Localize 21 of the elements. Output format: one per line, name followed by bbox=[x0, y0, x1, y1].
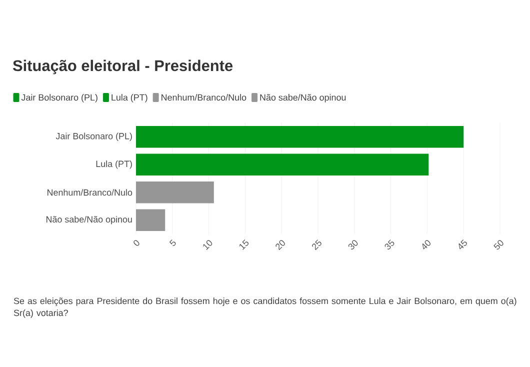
legend-label: Nenhum/Branco/Nulo bbox=[162, 94, 246, 101]
chart-title: Situação eleitoral - Presidente bbox=[12, 60, 233, 74]
legend-label: Jair Bolsonaro (PL) bbox=[21, 94, 98, 102]
text: Se as eleições para Presidente do Brasil fossem hoje e os candidatos fossem somente Lula e Jair Bolsonaro, em quem o(a) Sr(a) votaria? bbox=[14, 298, 516, 318]
x-tick-label: 0 bbox=[134, 240, 140, 246]
y-tick-label: Jair Bolsonaro (PL) bbox=[56, 132, 132, 142]
x-tick-label: 10 bbox=[203, 240, 212, 250]
x-tick-label: 40 bbox=[422, 240, 431, 250]
x-tick-label: 30 bbox=[348, 240, 358, 250]
x-tick-label: 5 bbox=[169, 240, 176, 246]
x-tick-label: 45 bbox=[458, 240, 467, 250]
y-tick-label: Lula (PT) bbox=[96, 160, 132, 169]
x-tick-label: 20 bbox=[276, 240, 285, 250]
x-tick-label: 25 bbox=[312, 240, 322, 250]
y-tick-label: Não sabe/Não opinou bbox=[46, 216, 132, 224]
x-tick-label: 50 bbox=[494, 240, 504, 250]
y-tick-label: Nenhum/Branco/Nulo bbox=[47, 189, 132, 196]
legend-label: Não sabe/Não opinou bbox=[260, 94, 346, 102]
x-tick-label: 35 bbox=[384, 240, 394, 250]
x-tick-label: 15 bbox=[239, 240, 249, 250]
legend-label: Lula (PT) bbox=[112, 94, 148, 102]
